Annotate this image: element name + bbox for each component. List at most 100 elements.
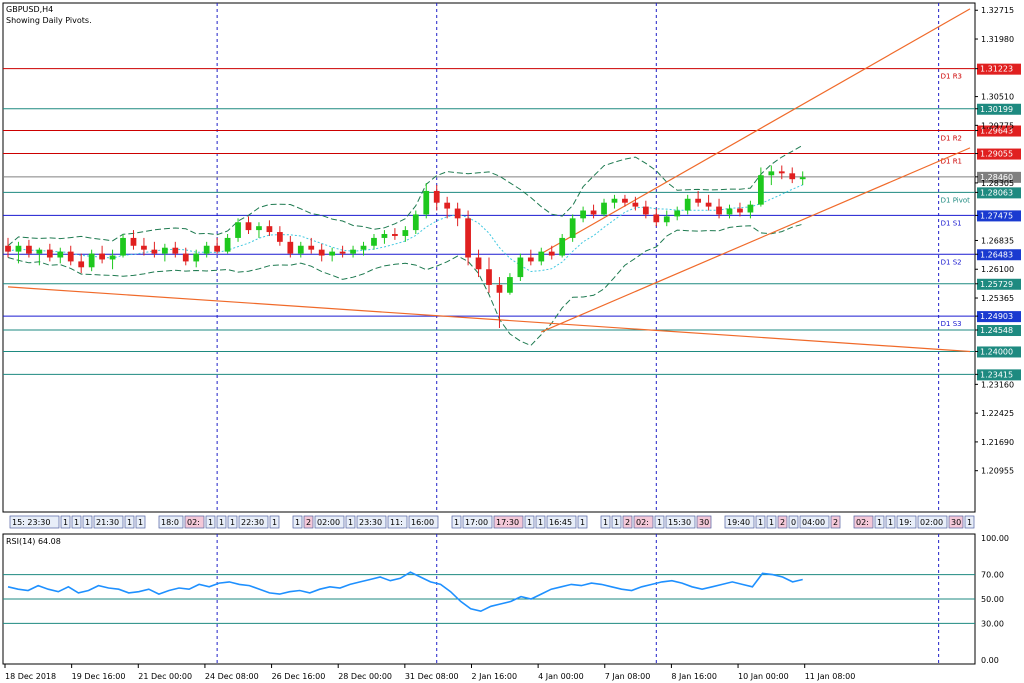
price-tag-label: 1.29643 — [980, 127, 1013, 136]
time-scale-box — [314, 515, 345, 529]
time-scale-label: 15:30 — [668, 518, 691, 527]
time-scale-box — [830, 515, 841, 529]
candle-body — [203, 245, 210, 254]
candle-body — [726, 208, 733, 215]
candle-body — [538, 251, 545, 262]
price-tick-label: 1.22425 — [981, 409, 1014, 418]
time-axis: 18 Dec 2018 19 Dec 16:00 21 Dec 00:00 24 De… — [4, 664, 855, 681]
rsi-line — [7, 571, 803, 613]
price-tag — [977, 346, 1021, 358]
time-scale-label: 1 — [454, 518, 459, 527]
price-tag-label: 1.25729 — [980, 280, 1013, 289]
candle-body — [245, 222, 252, 231]
time-scale-box — [964, 515, 975, 529]
time-scale-box — [633, 515, 654, 529]
upper-band — [7, 144, 803, 247]
pivot-label: D1 Pivot — [941, 196, 971, 204]
price-tick-label: 1.28305 — [981, 179, 1014, 188]
price-tick-label: 1.30510 — [981, 93, 1014, 102]
price-tag — [977, 125, 1021, 137]
candle-body — [507, 277, 513, 293]
candle-body — [716, 206, 722, 215]
pivot-label: D1 R2 — [941, 135, 962, 143]
time-scale-box — [493, 515, 524, 529]
time-scale-box — [451, 515, 462, 529]
time-scale-label: 16:45 — [549, 518, 572, 527]
time-tick-label: 26 Dec 16:00 — [272, 672, 326, 681]
time-scale-label: 1 — [74, 518, 79, 527]
candle-body — [454, 208, 461, 219]
chart-subtitle: Showing Daily Pivots. — [6, 16, 92, 25]
candle-body — [757, 175, 764, 205]
price-tag — [977, 278, 1021, 290]
candle-body — [548, 251, 555, 256]
price-tag — [977, 210, 1021, 222]
candle-body — [569, 218, 576, 238]
time-scale-box — [665, 515, 696, 529]
candle-body — [695, 198, 702, 203]
time-scale-box — [766, 515, 777, 529]
candle-body — [622, 198, 628, 203]
time-scale-box — [799, 515, 830, 529]
time-scale-label: 1 — [63, 518, 68, 527]
time-scale-box — [696, 515, 712, 529]
time-scale-box — [227, 515, 238, 529]
price-tag — [977, 171, 1021, 183]
candle-body — [747, 204, 754, 213]
time-scale-box — [238, 515, 269, 529]
candle-body — [371, 237, 377, 246]
time-scale-box — [654, 515, 665, 529]
time-scale-box — [158, 515, 184, 529]
time-scale-label: 02:00 — [920, 518, 943, 527]
time-scale-box — [93, 515, 124, 529]
time-scale-box — [387, 515, 408, 529]
candle-body — [172, 247, 179, 254]
time-scale-strip: 15: 23:30 1 1 1 21:30 1 1 18:0 02: 1 1 1 22:30 1 1 2 02:… — [9, 515, 975, 529]
time-scale-box — [896, 515, 917, 529]
candle-body — [256, 226, 262, 231]
price-tick-label: 1.21690 — [981, 438, 1014, 447]
time-scale-label: 02: — [187, 518, 200, 527]
candle-body — [778, 171, 785, 174]
candle-body — [590, 210, 597, 215]
time-scale-label: 2 — [833, 518, 838, 527]
time-scale-label: 2 — [780, 518, 785, 527]
time-scale-box — [216, 515, 227, 529]
rsi-tick-label: 30.00 — [981, 619, 1004, 628]
trend-line — [7, 286, 971, 353]
pivot-label: D1 S3 — [941, 320, 962, 328]
time-scale-label: 1 — [85, 518, 90, 527]
candle-body — [193, 253, 200, 262]
time-scale-label: 2 — [625, 518, 630, 527]
candle-body — [392, 234, 398, 236]
time-scale-label: 1 — [888, 518, 893, 527]
time-scale-label: 1 — [538, 518, 543, 527]
time-scale-label: 02: — [636, 518, 649, 527]
candle-body — [141, 245, 147, 250]
time-scale-label: 23:30 — [359, 518, 382, 527]
time-scale-box — [788, 515, 799, 529]
time-scale-box — [82, 515, 93, 529]
candle-body — [67, 251, 74, 262]
time-tick-label: 28 Dec 00:00 — [338, 672, 392, 681]
time-scale-box — [948, 515, 964, 529]
time-tick-label: 4 Jan 00:00 — [538, 672, 584, 681]
price-tag-label: 1.24903 — [980, 312, 1013, 321]
time-scale-label: 1 — [580, 518, 585, 527]
price-tag-label: 1.24548 — [980, 326, 1013, 335]
time-scale-box — [535, 515, 546, 529]
candle-body — [57, 251, 64, 258]
candle-body — [674, 210, 681, 217]
candle-body — [297, 245, 304, 254]
time-scale-label: 02: — [856, 518, 869, 527]
time-scale-label: 04:00 — [802, 518, 825, 527]
price-tick-label: 1.32715 — [981, 6, 1014, 15]
rsi-pane: 100.00 70.00 50.00 30.00 0.00 — [3, 534, 1009, 665]
candle-body — [46, 249, 53, 258]
candle-body — [684, 198, 691, 211]
candle-body — [402, 230, 409, 236]
price-tick-label: 1.23160 — [981, 380, 1014, 389]
candle-body — [663, 216, 670, 223]
time-scale-box — [462, 515, 493, 529]
